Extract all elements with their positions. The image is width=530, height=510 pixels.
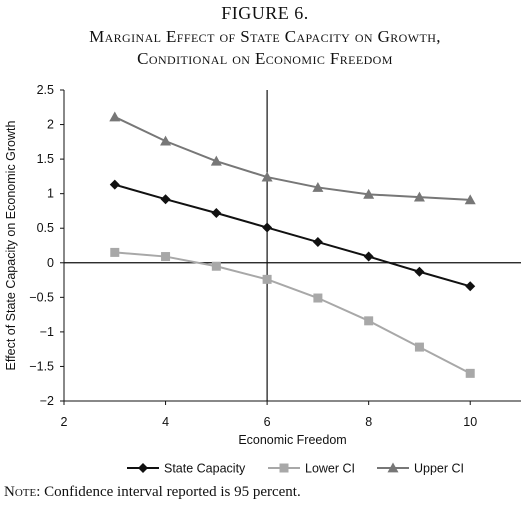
series-line [114,251,471,375]
legend-item: Upper CI [377,462,464,476]
chart-note: Note: Confidence interval reported is 95… [4,484,301,501]
data-point [160,135,172,146]
series-state-capacity [109,179,476,292]
data-point [413,191,425,202]
legend-marker [279,463,289,473]
data-point [211,261,221,271]
x-tick-label: 6 [264,415,271,429]
data-point [109,111,121,122]
data-point [161,252,171,262]
legend-marker [138,463,148,473]
note-label: Note: [4,484,41,500]
data-point [312,181,324,192]
series-lower-ci [110,247,475,378]
legend-marker [387,462,399,473]
note-text: Confidence interval reported is 95 perce… [40,484,301,500]
chart-title-line-1: Marginal Effect of State Capacity on Gro… [89,27,441,46]
y-tick-label: 1 [47,187,54,201]
y-tick-label: 0 [47,256,54,270]
data-point [109,179,120,190]
axes: 2.5 2 1.5 1 0.5 0 −0.5 −1 −1.5 −2 2 4 6 8 10 [29,83,521,429]
data-point [313,293,323,303]
x-tick-label: 10 [463,415,477,429]
y-tick-label: 2 [47,118,54,132]
data-point [312,237,323,248]
y-tick-label: −1 [40,325,54,339]
data-point [210,155,222,166]
data-point [110,247,120,257]
chart-title-line-2: Conditional on Economic Freedom [137,49,393,68]
y-tick-label: −1.5 [29,359,54,373]
x-tick-label: 4 [162,415,169,429]
y-axis-label: Effect of State Capacity on Economic Gro… [4,121,18,371]
chart: 2.5 2 1.5 1 0.5 0 −0.5 −1 −1.5 −2 2 4 6 8 10 Economic … [4,83,521,476]
legend-label: State Capacity [164,462,246,476]
data-point [414,266,425,277]
figure-label: FIGURE 6. [221,3,309,23]
data-point [414,342,424,352]
data-point [363,251,374,262]
data-point [465,281,476,292]
y-tick-label: −2 [40,394,54,408]
legend-label: Upper CI [414,462,464,476]
data-point [261,171,273,182]
data-point [364,316,374,326]
data-point [160,194,171,205]
x-axis-label: Economic Freedom [238,433,346,447]
legend-label: Lower CI [305,462,355,476]
data-point [465,368,475,378]
series-line [114,116,471,201]
series-upper-ci [109,111,476,205]
data-point [262,222,273,233]
y-tick-label: 1.5 [37,152,54,166]
series-line [114,183,471,288]
data-point [211,208,222,219]
y-tick-label: 2.5 [37,83,54,97]
x-tick-label: 8 [365,415,372,429]
y-tick-label: −0.5 [29,290,54,304]
legend: State Capacity Lower CI Upper CI [127,462,464,476]
data-point [363,188,375,199]
series-layer [109,111,476,378]
legend-item: Lower CI [268,462,355,476]
y-tick-label: 0.5 [37,221,54,235]
data-point [262,274,272,284]
data-point [464,194,476,205]
x-tick-label: 2 [61,415,68,429]
legend-item: State Capacity [127,462,246,476]
